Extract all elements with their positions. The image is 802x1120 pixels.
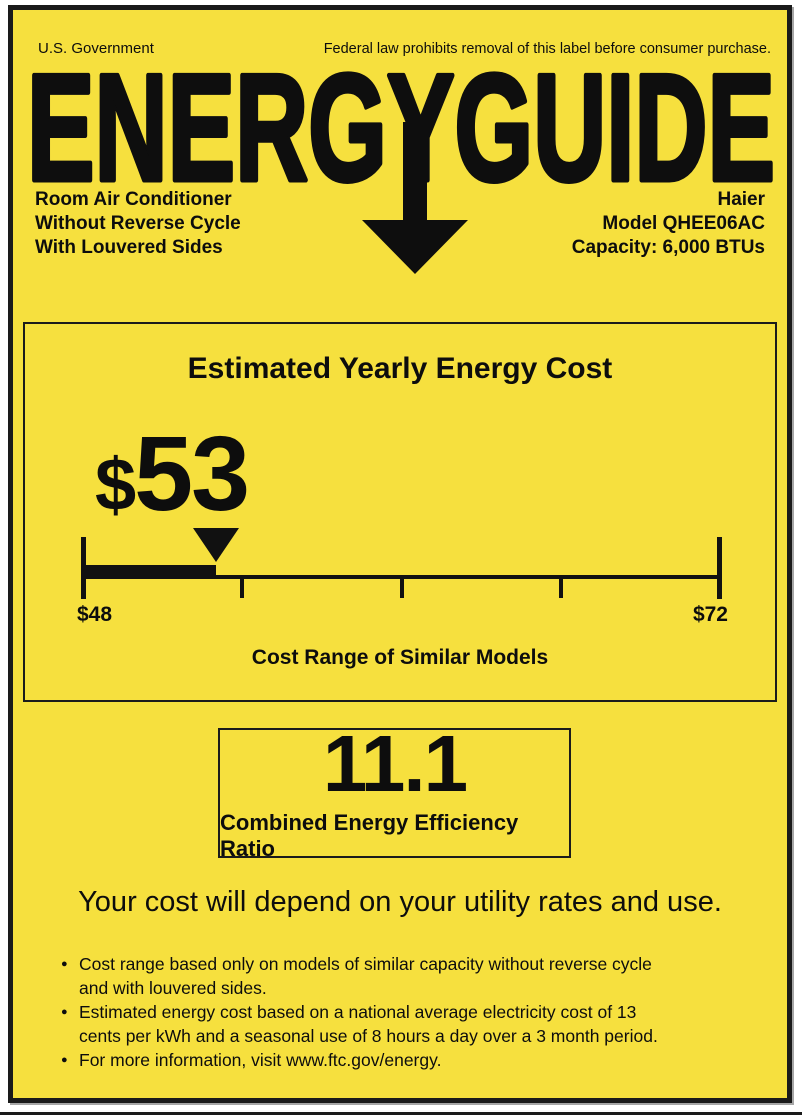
down-arrow-icon [362, 122, 468, 274]
scale-axis-line [83, 575, 720, 579]
energyguide-logo: ENERGYGUIDE [27, 62, 775, 188]
us-government-text: U.S. Government [38, 40, 154, 57]
brand-name: Haier [717, 189, 765, 210]
cost-marker [192, 528, 239, 562]
estimated-cost-value: $53 [95, 421, 250, 527]
scale-right-end-bar [717, 537, 722, 599]
brand-info: Haier Model QHEE06AC Capacity: 6,000 BTU… [572, 188, 765, 260]
cost-digits: 53 [134, 415, 250, 533]
cost-section-title: Estimated Yearly Energy Cost [187, 352, 613, 385]
cost-currency-symbol: $ [95, 443, 136, 526]
scale-tick [240, 579, 245, 598]
ceer-label: Combined Energy Efficiency Ratio [220, 810, 519, 861]
brand-capacity: Capacity: 6,000 BTUs [571, 237, 765, 258]
product-line-2: Without Reverse Cycle [35, 213, 241, 234]
utility-rates-disclaimer: Your cost will depend on your utility ra… [78, 886, 722, 918]
ceer-value: 11.1 [322, 719, 468, 808]
footnote-estimate-basis: Estimated energy cost based on a nationa… [61, 1000, 667, 1048]
cost-range-fill [83, 565, 216, 579]
cost-range-caption: Cost Range of Similar Models [251, 646, 549, 669]
scale-tick [399, 579, 404, 598]
federal-law-notice: Federal law prohibits removal of this la… [323, 41, 771, 57]
energyguide-logo-text: ENERGYGUIDE [27, 62, 775, 188]
ceer-section: 11.1 Combined Energy Efficiency Ratio [218, 724, 571, 861]
footnote-cost-range: Cost range based only on models of simil… [61, 952, 667, 1000]
product-line-1: Room Air Conditioner [35, 189, 232, 210]
scale-min-label: $48 [77, 603, 113, 626]
brand-model: Model QHEE06AC [602, 213, 765, 234]
product-line-3: With Louvered Sides [35, 237, 223, 258]
cost-range-scale: $48 $72 [77, 528, 728, 626]
product-description: Room Air Conditioner Without Reverse Cyc… [35, 188, 241, 260]
scale-tick [558, 579, 563, 598]
yearly-cost-section: Estimated Yearly Energy Cost $53 $48 $72… [23, 322, 777, 702]
footnote-more-info: For more information, visit www.ftc.gov/… [61, 1048, 667, 1072]
energy-guide-label: U.S. Government Federal law prohibits re… [8, 5, 792, 1103]
footnotes-list: Cost range based only on models of simil… [61, 952, 667, 1072]
scale-max-label: $72 [692, 603, 728, 626]
page-bottom-rule [0, 1112, 802, 1115]
